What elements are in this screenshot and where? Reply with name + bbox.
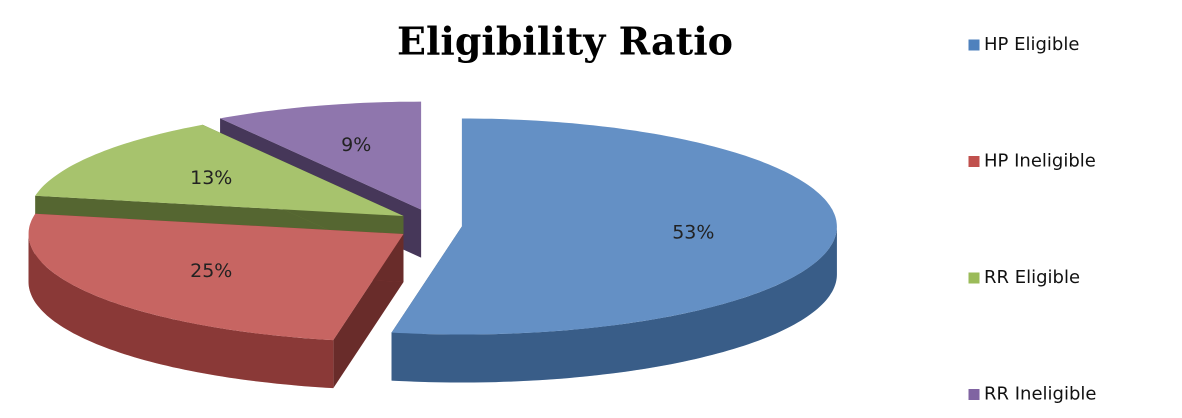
legend-label: HP Eligible — [984, 34, 1079, 55]
slice-top-sheen — [35, 124, 404, 216]
legend-swatch — [967, 271, 981, 285]
data-label: 53% — [672, 221, 714, 243]
slice-wall-shade — [391, 226, 837, 383]
slice-top-sheen — [28, 213, 404, 341]
slice — [391, 118, 837, 383]
legend-swatch — [967, 38, 981, 52]
slice-wall — [391, 226, 837, 383]
slice-wall — [28, 234, 334, 389]
slice-top — [220, 101, 422, 210]
legend-swatch — [967, 155, 981, 168]
legend-label: RR Ineligible — [984, 384, 1096, 405]
slice-top — [35, 124, 404, 216]
legend-label: RR Eligible — [984, 267, 1080, 288]
slice-top — [391, 118, 837, 335]
slice-top-sheen — [391, 118, 837, 335]
data-label: 9% — [341, 134, 371, 156]
slice-wall-shade — [28, 234, 334, 389]
legend-label: HP Ineligible — [984, 151, 1096, 172]
legend-swatch — [967, 388, 981, 401]
slice-top-sheen — [220, 101, 422, 210]
slice — [28, 213, 404, 389]
data-label: 13% — [190, 167, 232, 189]
data-label: 25% — [190, 260, 232, 282]
slice-top — [28, 213, 404, 341]
chart-title: Eligibility Ratio — [397, 19, 733, 64]
